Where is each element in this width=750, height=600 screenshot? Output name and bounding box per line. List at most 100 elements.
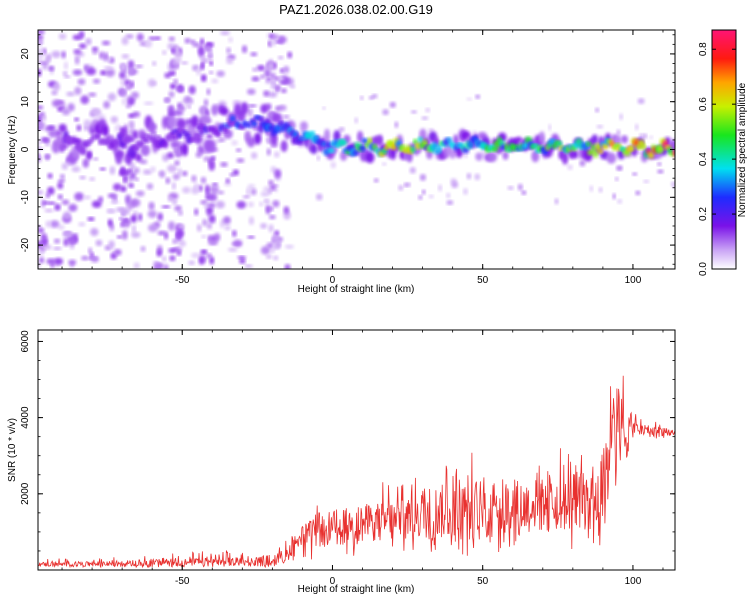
spectrogram-ridge-blob	[152, 138, 160, 146]
spectrogram-scatter-blob	[283, 65, 290, 74]
spectrogram-scatter-blob	[207, 235, 212, 242]
spectrogram-scatter-blob	[201, 234, 207, 239]
spectrogram-scatter-blob	[227, 247, 238, 252]
spectrogram-ridge-blob	[641, 144, 647, 150]
spectrogram-y-tick-label: 0	[20, 146, 31, 152]
spectrogram-scatter-blob	[83, 64, 89, 72]
spectrogram-scatter-blob	[251, 76, 260, 82]
spectrogram-scatter-blob	[248, 216, 255, 225]
spectrogram-ridge-blob	[134, 145, 140, 152]
spectrogram-ridge-blob	[556, 141, 563, 147]
spectrogram-scatter-blob	[52, 82, 61, 91]
spectrogram-ridge-halo	[621, 135, 628, 144]
spectrogram-scatter-blob	[93, 157, 99, 161]
spectrogram-scatter-blob	[58, 33, 67, 40]
spectrogram-scatter-blob	[89, 177, 96, 181]
spectrogram-faint-blob	[632, 172, 638, 176]
spectrogram-y-tick-label: -20	[20, 237, 31, 252]
spectrogram-faint-blob	[421, 189, 426, 195]
spectrogram-ridge-blob	[155, 135, 161, 140]
spectrogram-y-ticks: -20 -10 0 10 20	[20, 34, 675, 265]
spectrogram-scatter-blob	[260, 223, 268, 229]
spectrogram-y-tick-label: -10	[20, 190, 31, 205]
spectrogram-streak-blob	[130, 199, 137, 208]
spectrogram-scatter-blob	[247, 201, 254, 208]
spectrogram-scatter-blob	[137, 213, 143, 222]
spectrogram-ridge-halo	[102, 125, 109, 137]
spectrogram-scatter-blob	[135, 190, 145, 197]
spectrogram-faint-blob	[360, 95, 364, 100]
spectrogram-streak-blob	[268, 179, 274, 186]
spectrogram-ridge-blob	[298, 136, 307, 141]
spectrogram-ridge-blob	[593, 150, 598, 159]
spectrogram-faint-blob	[462, 188, 468, 195]
spectrogram-streak-blob	[120, 221, 125, 228]
spectrogram-streak-blob	[121, 230, 128, 240]
spectrogram-scatter-blob	[229, 173, 235, 177]
spectrogram-faint-blob	[419, 174, 427, 181]
spectrogram-ridge-halo	[190, 115, 199, 128]
spectrogram-streak-blob	[127, 113, 135, 118]
spectrogram-streak-blob	[275, 238, 282, 249]
spectrogram-scatter-blob	[107, 92, 117, 102]
spectrogram-scatter-blob	[105, 68, 115, 77]
spectrogram-scatter-blob	[76, 124, 82, 132]
spectrogram-ridge-halo	[132, 130, 139, 140]
spectrogram-scatter-blob	[242, 195, 250, 199]
spectrogram-ridge-halo	[181, 142, 189, 157]
spectrogram-streak-blob	[119, 126, 126, 135]
spectrogram-scatter-blob	[208, 240, 218, 246]
spectrogram-scatter-blob	[212, 182, 218, 187]
spectrogram-ridge-blob	[446, 137, 453, 143]
spectrogram-streak-blob	[178, 105, 186, 112]
spectrogram-scatter-blob	[43, 201, 49, 205]
spectrogram-scatter-blob	[215, 200, 225, 209]
spectrogram-scatter-blob	[63, 231, 73, 239]
spectrogram-ridge-blob	[532, 143, 540, 149]
spectrogram-streak-blob	[128, 183, 135, 188]
colorbar-tick-label: 0.0	[698, 262, 709, 276]
spectrogram-scatter-blob	[188, 85, 196, 95]
spectrogram-ridge-halo	[561, 152, 569, 165]
spectrogram-scatter-blob	[217, 137, 226, 142]
spectrogram-scatter-blob	[46, 258, 56, 265]
spectrogram-streak-blob	[271, 33, 280, 41]
spectrogram-streak-blob	[198, 255, 205, 265]
spectrogram-faint-blob	[517, 183, 523, 191]
spectrogram-streak-blob	[198, 106, 206, 115]
spectrogram-scatter-blob	[224, 225, 231, 231]
spectrogram-streak-blob	[171, 181, 176, 190]
spectrogram-scatter-blob	[51, 50, 62, 59]
spectrogram-scatter-blob	[79, 175, 86, 180]
spectrogram-scatter-blob	[38, 262, 41, 268]
spectrogram-scatter-blob	[217, 190, 225, 195]
spectrogram-scatter-blob	[163, 263, 169, 269]
spectrogram-streak-blob	[206, 134, 213, 139]
spectrogram-faint-blob	[451, 181, 459, 189]
spectrogram-streak-blob	[204, 45, 212, 53]
spectrogram-scatter-blob	[220, 162, 228, 167]
spectrogram-scatter-blob	[66, 91, 76, 97]
spectrogram-scatter-blob	[125, 34, 134, 39]
spectrogram-streak-blob	[172, 199, 178, 205]
spectrogram-scatter-blob	[107, 218, 113, 227]
spectrogram-y-label: Frequency (Hz)	[7, 116, 18, 185]
spectrogram-streak-blob	[274, 168, 282, 179]
spectrogram-streak-blob	[197, 45, 205, 56]
spectrogram-scatter-blob	[163, 97, 171, 103]
spectrogram-ridge-halo	[310, 143, 318, 155]
spectrogram-scatter-blob	[99, 51, 105, 60]
spectrogram-scatter-blob	[140, 246, 146, 252]
spectrogram-scatter-blob	[54, 203, 61, 211]
spectrogram-streak-blob	[200, 38, 205, 46]
spectrogram-streak-blob	[205, 194, 212, 201]
spectrogram-streak-blob	[128, 120, 135, 130]
spectrogram-ridge-blob	[142, 138, 150, 143]
spectrogram-streak-blob	[168, 91, 175, 98]
spectrogram-faint-blob	[617, 199, 623, 204]
spectrogram-scatter-blob	[284, 264, 291, 269]
spectrogram-streak-blob	[127, 60, 135, 69]
spectrogram-streak-blob	[129, 171, 136, 180]
spectrogram-scatter-blob	[44, 208, 54, 213]
spectrogram-scatter-blob	[96, 114, 106, 119]
